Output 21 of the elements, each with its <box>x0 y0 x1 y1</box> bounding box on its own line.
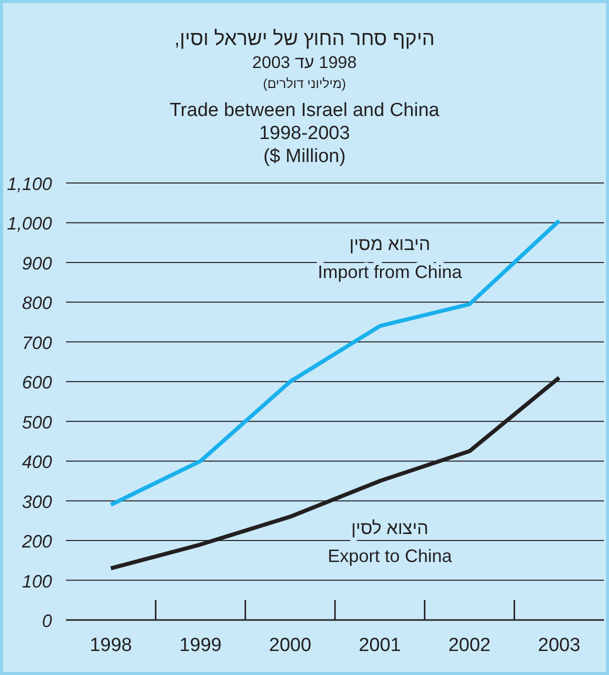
y-tick-label: 0 <box>42 611 52 631</box>
x-tick-label: 2003 <box>538 635 580 656</box>
y-tick-label: 800 <box>22 293 52 314</box>
y-tick-label: 900 <box>22 253 52 274</box>
y-tick-label: 200 <box>20 532 52 552</box>
y-tick-label: 1,000 <box>6 214 52 234</box>
line-series <box>108 218 562 507</box>
y-tick-label: 400 <box>22 452 52 472</box>
y-tick-label: 100 <box>22 571 52 592</box>
x-tick-label: 2002 <box>448 635 491 656</box>
y-tick-label: 1,100 <box>6 174 52 194</box>
y-tick-label: 700 <box>22 332 52 353</box>
x-tick-label: 2001 <box>358 635 401 656</box>
y-tick-label: 300 <box>22 492 52 512</box>
x-tick-label: 2000 <box>269 635 312 656</box>
chart-subtitle: Trade between Israel and China 1998-2003 ($ Million) <box>170 100 440 167</box>
x-tick-label: 1999 <box>179 635 222 656</box>
chart-title: היקף סחר החוץ של ישראל וסין, 1998 עד 2003 (מיליוני דולרים) <box>174 28 435 91</box>
y-tick-label: 600 <box>22 372 52 393</box>
y-tick-label: 500 <box>22 412 52 432</box>
x-tick-label: 1998 <box>90 635 132 656</box>
